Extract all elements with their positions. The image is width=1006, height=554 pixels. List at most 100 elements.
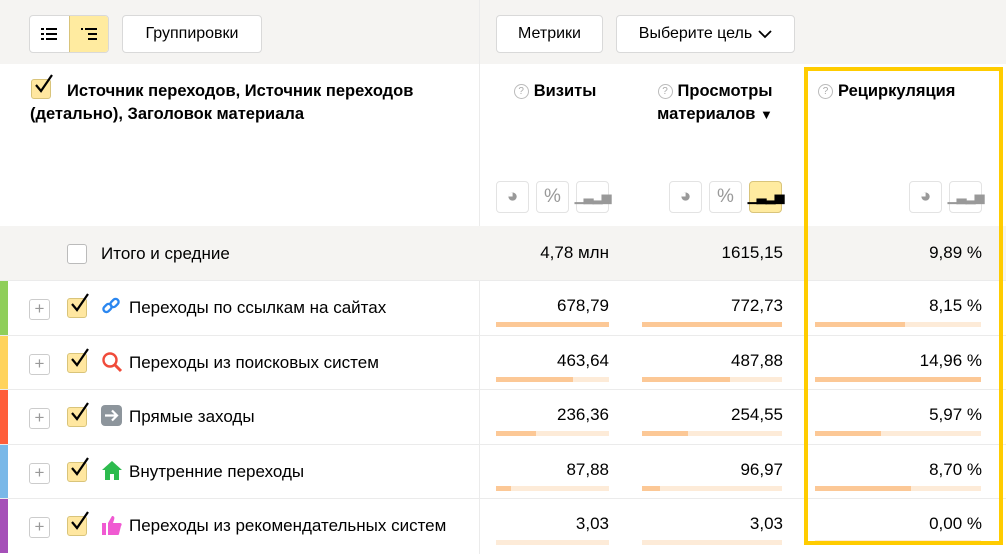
checkmark-icon xyxy=(71,293,89,312)
views-bar xyxy=(642,322,782,327)
pie-chart-button[interactable]: ◕ xyxy=(496,181,529,213)
recirculation-value: 0,00 % xyxy=(929,514,982,534)
goal-select[interactable]: Выберите цель xyxy=(616,15,795,53)
table-row[interactable]: + Переходы из поисковых систем 463,64 48… xyxy=(0,334,1006,390)
arrow-right-icon xyxy=(101,405,122,431)
visits-bar-fill xyxy=(496,431,536,437)
visits-bar xyxy=(496,485,609,491)
views-value: 487,88 xyxy=(731,350,783,370)
groupings-button[interactable]: Группировки xyxy=(122,15,262,53)
bar-chart-button[interactable]: ▁▃▂▅ xyxy=(948,181,985,213)
visits-bar-fill xyxy=(496,376,573,382)
recirculation-value: 8,70 % xyxy=(929,459,982,479)
views-bar-fill xyxy=(642,376,731,382)
pie-chart-button[interactable]: ◕ xyxy=(669,181,702,213)
source-color-stripe xyxy=(0,390,8,445)
table-row[interactable]: + Прямые заходы 236,36 254,55 5,97 % xyxy=(0,389,1006,445)
percent-button[interactable]: % xyxy=(536,181,569,213)
source-color-stripe xyxy=(0,444,8,499)
visits-bar-fill xyxy=(496,322,609,327)
recirculation-bar-fill xyxy=(815,376,981,382)
metrics-button[interactable]: Метрики xyxy=(496,15,603,53)
expand-button[interactable]: + xyxy=(29,299,50,320)
table-row[interactable]: + Переходы по ссылкам на сайтах 678,79 7… xyxy=(0,280,1006,335)
source-color-stripe xyxy=(0,335,8,390)
row-label: Внутренние переходы xyxy=(129,461,305,481)
pie-chart-button[interactable]: ◕ xyxy=(909,181,942,213)
views-bar xyxy=(642,540,782,546)
row-label: Переходы по ссылкам на сайтах xyxy=(129,298,387,317)
table-row[interactable]: + Внутренние переходы 87,88 96,97 8,70 % xyxy=(0,443,1006,499)
row-checkbox[interactable] xyxy=(67,293,89,318)
views-value: 772,73 xyxy=(731,296,783,315)
row-label: Прямые заходы xyxy=(129,407,255,427)
visits-bar xyxy=(496,322,609,327)
help-icon[interactable]: ? xyxy=(513,84,529,99)
expand-button[interactable]: + xyxy=(29,408,50,430)
expand-button[interactable]: + xyxy=(29,353,50,375)
row-checkbox[interactable] xyxy=(67,511,89,537)
column-header-visits[interactable]: ? Визиты xyxy=(490,80,620,103)
recirculation-value: 8,15 % xyxy=(929,296,982,315)
expand-button[interactable]: + xyxy=(29,462,50,484)
bar-chart-button-active[interactable]: ▁▃▂▅ xyxy=(748,181,785,213)
help-icon[interactable]: ? xyxy=(657,84,673,99)
tree-view-button[interactable] xyxy=(68,16,108,52)
source-color-stripe xyxy=(0,499,8,554)
link-icon xyxy=(101,296,121,321)
row-checkbox[interactable] xyxy=(67,347,89,373)
recirculation-bar-fill xyxy=(815,431,882,437)
table-row[interactable]: + Переходы из рекомендательных систем 3,… xyxy=(0,498,1006,554)
select-all-checkbox[interactable] xyxy=(31,74,53,99)
checkmark-icon xyxy=(71,347,89,367)
recirculation-bar xyxy=(815,540,981,546)
row-checkbox[interactable] xyxy=(67,402,89,428)
views-bar xyxy=(642,485,782,491)
home-icon xyxy=(101,460,123,486)
expand-button[interactable]: + xyxy=(29,517,50,539)
views-bar-fill xyxy=(642,431,689,437)
list-icon xyxy=(41,28,58,40)
views-bar xyxy=(642,431,782,437)
visits-value: 3,03 xyxy=(575,514,609,534)
sort-desc-icon: ▼ xyxy=(760,107,773,122)
checkmark-icon xyxy=(71,457,89,476)
totals-visits: 4,78 млн xyxy=(540,243,609,262)
recirculation-bar xyxy=(815,376,981,382)
visits-bar-fill xyxy=(496,485,511,491)
totals-views: 1615,15 xyxy=(721,243,783,262)
totals-row: Итого и средние 4,78 млн 1615,15 9,89 % xyxy=(0,226,1006,280)
column-header-views[interactable]: ? Просмотры материалов ▼ xyxy=(657,82,773,123)
visits-value: 678,79 xyxy=(557,296,609,315)
search-icon xyxy=(101,351,123,378)
checkmark-icon xyxy=(71,402,89,422)
percent-button[interactable]: % xyxy=(709,181,742,213)
row-label: Переходы из поисковых систем xyxy=(129,352,379,372)
recirculation-value: 5,97 % xyxy=(929,405,982,425)
row-label: Переходы из рекомендательных систем xyxy=(129,516,447,536)
recirculation-value: 14,96 % xyxy=(919,350,982,370)
totals-checkbox[interactable] xyxy=(67,244,87,264)
help-icon[interactable]: ? xyxy=(818,84,833,99)
recirculation-bar xyxy=(815,485,981,491)
recirculation-bar-fill xyxy=(815,322,905,327)
row-checkbox[interactable] xyxy=(67,457,89,482)
goal-select-label: Выберите цель xyxy=(638,25,753,42)
views-bar-fill xyxy=(642,322,782,327)
list-view-button[interactable] xyxy=(30,16,69,52)
bar-chart-button[interactable]: ▁▃▂▅ xyxy=(575,181,612,213)
views-value: 3,03 xyxy=(749,514,783,534)
visits-bar xyxy=(496,540,609,546)
chevron-down-icon xyxy=(758,29,772,38)
visits-value: 236,36 xyxy=(557,405,609,425)
views-value: 254,55 xyxy=(731,405,783,425)
recirculation-bar-fill xyxy=(815,485,912,491)
visits-bar xyxy=(496,431,609,437)
visits-bar xyxy=(496,376,609,382)
dimensions-header: Источник переходов, Источник переходов (… xyxy=(30,82,414,123)
totals-label: Итого и средние xyxy=(101,244,230,263)
visits-value: 463,64 xyxy=(557,350,609,370)
column-header-recirculation[interactable]: ? Рециркуляция xyxy=(818,80,978,103)
recirculation-bar xyxy=(815,431,981,437)
visits-value: 87,88 xyxy=(566,459,609,479)
